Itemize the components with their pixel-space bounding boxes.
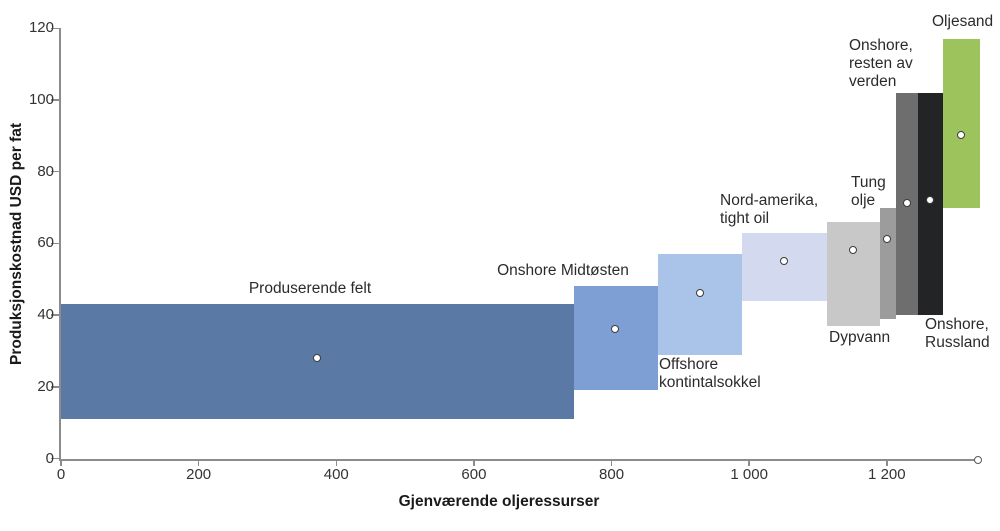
mid-cost-dot-onshore-midt-sten xyxy=(611,324,620,333)
y-tick-label: 0 xyxy=(45,449,54,467)
mid-cost-dot-onshore-russland xyxy=(926,195,935,204)
block-tung-olje xyxy=(879,207,896,319)
block-onshore-midt-sten xyxy=(573,286,659,391)
y-axis-line xyxy=(59,28,61,461)
y-axis-title: Produksjonskostnad USD per fat xyxy=(8,123,25,366)
block-label-produserende-felt: Produserende felt xyxy=(248,280,372,297)
mid-cost-dot-tung-olje xyxy=(883,235,892,244)
block-offshore-kontintalsokkel xyxy=(658,254,743,355)
y-tick-mark xyxy=(51,99,59,101)
mid-cost-dot-onshore-resten-av-verden xyxy=(902,199,911,208)
block-oljesand xyxy=(943,39,981,208)
mid-cost-dot-offshore-kontintalsokkel xyxy=(695,288,704,297)
y-tick-mark xyxy=(51,242,59,245)
x-tick-mark xyxy=(748,460,750,466)
x-tick-label: 600 xyxy=(461,466,487,483)
y-tick-label: 20 xyxy=(37,377,54,395)
x-axis-line xyxy=(59,458,976,461)
x-tick-label: 800 xyxy=(599,466,625,483)
block-label-nord-amerika-tight-oil: Nord-amerika, tight oil xyxy=(720,192,819,227)
y-tick-mark xyxy=(51,386,59,388)
x-tick-mark xyxy=(60,460,62,466)
block-label-onshore-russland: Onshore, Russland xyxy=(925,316,990,351)
x-tick-label: 400 xyxy=(323,466,349,483)
y-tick-mark xyxy=(51,170,59,173)
x-tick-mark xyxy=(197,460,200,466)
y-tick-label: 40 xyxy=(37,306,54,324)
y-tick-label: 100 xyxy=(28,91,54,109)
y-tick-label: 60 xyxy=(37,234,54,252)
y-tick-mark xyxy=(51,457,59,460)
y-tick-label: 120 xyxy=(28,19,54,37)
y-tick-mark xyxy=(51,314,59,316)
axis-end-marker xyxy=(974,456,983,465)
mid-cost-dot-oljesand xyxy=(957,131,966,140)
block-label-tung-olje: Tung olje xyxy=(851,174,886,209)
block-label-onshore-midt-sten: Onshore Midtøsten xyxy=(497,262,629,279)
x-axis-title: Gjenværende oljeressurser xyxy=(398,493,600,510)
mid-cost-dot-nord-amerika-tight-oil xyxy=(780,256,789,265)
block-onshore-russland xyxy=(918,92,944,316)
x-tick-label: 1 200 xyxy=(868,466,906,483)
block-dypvann xyxy=(826,221,880,326)
block-nord-amerika-tight-oil xyxy=(742,232,827,301)
mid-cost-dot-produserende-felt xyxy=(312,353,321,362)
mid-cost-dot-dypvann xyxy=(848,245,857,254)
x-tick-mark xyxy=(335,460,338,466)
x-tick-mark xyxy=(473,460,475,466)
y-tick-mark xyxy=(51,27,59,30)
x-tick-label: 1 000 xyxy=(730,466,768,483)
block-label-oljesand: Oljesand xyxy=(932,13,994,30)
y-tick-label: 80 xyxy=(37,162,54,180)
x-tick-mark xyxy=(610,460,613,466)
block-label-offshore-kontintalsokkel: Offshore kontintalsokkel xyxy=(659,356,761,391)
block-label-onshore-resten-av-verden: Onshore, resten av verden xyxy=(849,37,913,90)
x-tick-label: 0 xyxy=(56,466,66,483)
x-tick-label: 200 xyxy=(186,466,212,483)
block-produserende-felt xyxy=(61,304,574,420)
x-tick-mark xyxy=(886,460,888,466)
block-label-dypvann: Dypvann xyxy=(829,329,891,346)
